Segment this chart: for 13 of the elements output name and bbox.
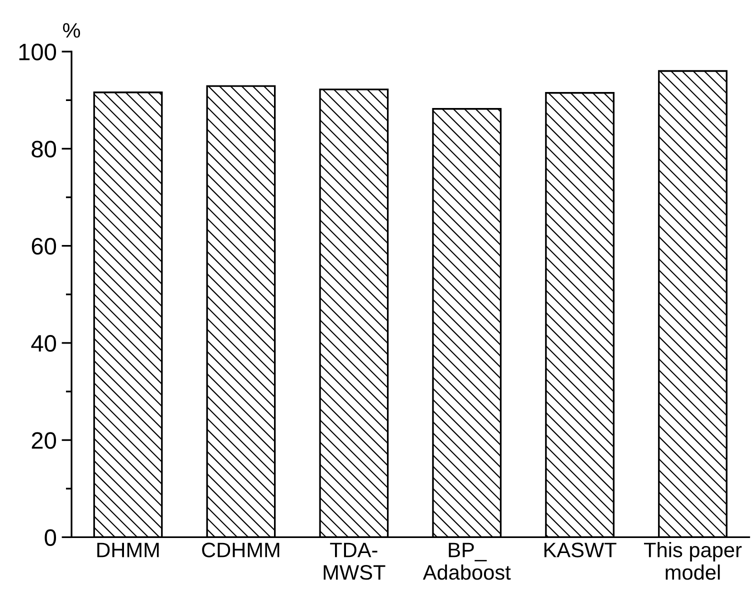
x-tick-label: DHMM bbox=[97, 542, 159, 558]
y-tick-label: 20 bbox=[32, 432, 56, 449]
x-tick-label: TDA- MWST bbox=[324, 542, 386, 580]
x-tick-label: KASWT bbox=[544, 542, 616, 558]
x-tick-label: This paper model bbox=[644, 542, 742, 580]
x-tick-label: BP_ Adaboost bbox=[422, 542, 511, 580]
y-tick-label: 40 bbox=[31, 335, 56, 352]
y-tick-label: 60 bbox=[32, 238, 56, 255]
y-tick-label: 80 bbox=[32, 140, 56, 158]
y-tick-label: 0 bbox=[44, 529, 56, 546]
x-tick-label: CDHMM bbox=[202, 542, 280, 558]
y-axis-title: % bbox=[63, 23, 80, 38]
y-tick-label: 100 bbox=[19, 44, 56, 60]
